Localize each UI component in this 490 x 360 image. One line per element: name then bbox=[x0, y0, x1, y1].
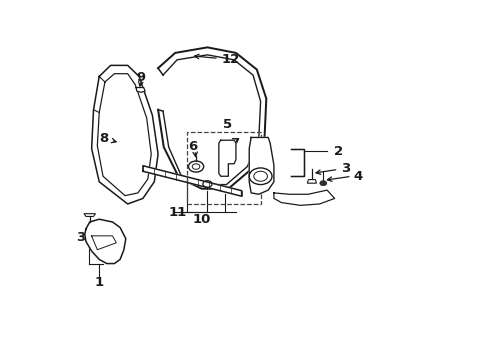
Text: 6: 6 bbox=[188, 140, 197, 153]
Polygon shape bbox=[219, 140, 236, 176]
Polygon shape bbox=[291, 149, 304, 176]
Polygon shape bbox=[307, 180, 317, 183]
Text: 2: 2 bbox=[334, 145, 343, 158]
Polygon shape bbox=[85, 219, 126, 264]
Text: 3: 3 bbox=[76, 231, 86, 244]
Polygon shape bbox=[249, 138, 274, 194]
Text: 4: 4 bbox=[354, 170, 363, 183]
Text: 7: 7 bbox=[230, 137, 239, 150]
Circle shape bbox=[189, 161, 204, 172]
Text: 8: 8 bbox=[99, 132, 108, 145]
Polygon shape bbox=[84, 214, 96, 216]
Text: 9: 9 bbox=[136, 71, 146, 84]
Bar bbox=[187, 132, 261, 204]
Circle shape bbox=[320, 181, 327, 186]
Polygon shape bbox=[143, 166, 242, 196]
Text: 5: 5 bbox=[223, 118, 232, 131]
Text: 3: 3 bbox=[341, 162, 350, 175]
Circle shape bbox=[249, 168, 272, 185]
Text: 1: 1 bbox=[95, 276, 104, 289]
Text: 10: 10 bbox=[193, 213, 211, 226]
Text: 11: 11 bbox=[169, 206, 187, 219]
Polygon shape bbox=[274, 190, 335, 205]
Polygon shape bbox=[136, 87, 145, 92]
Text: 12: 12 bbox=[221, 53, 239, 66]
